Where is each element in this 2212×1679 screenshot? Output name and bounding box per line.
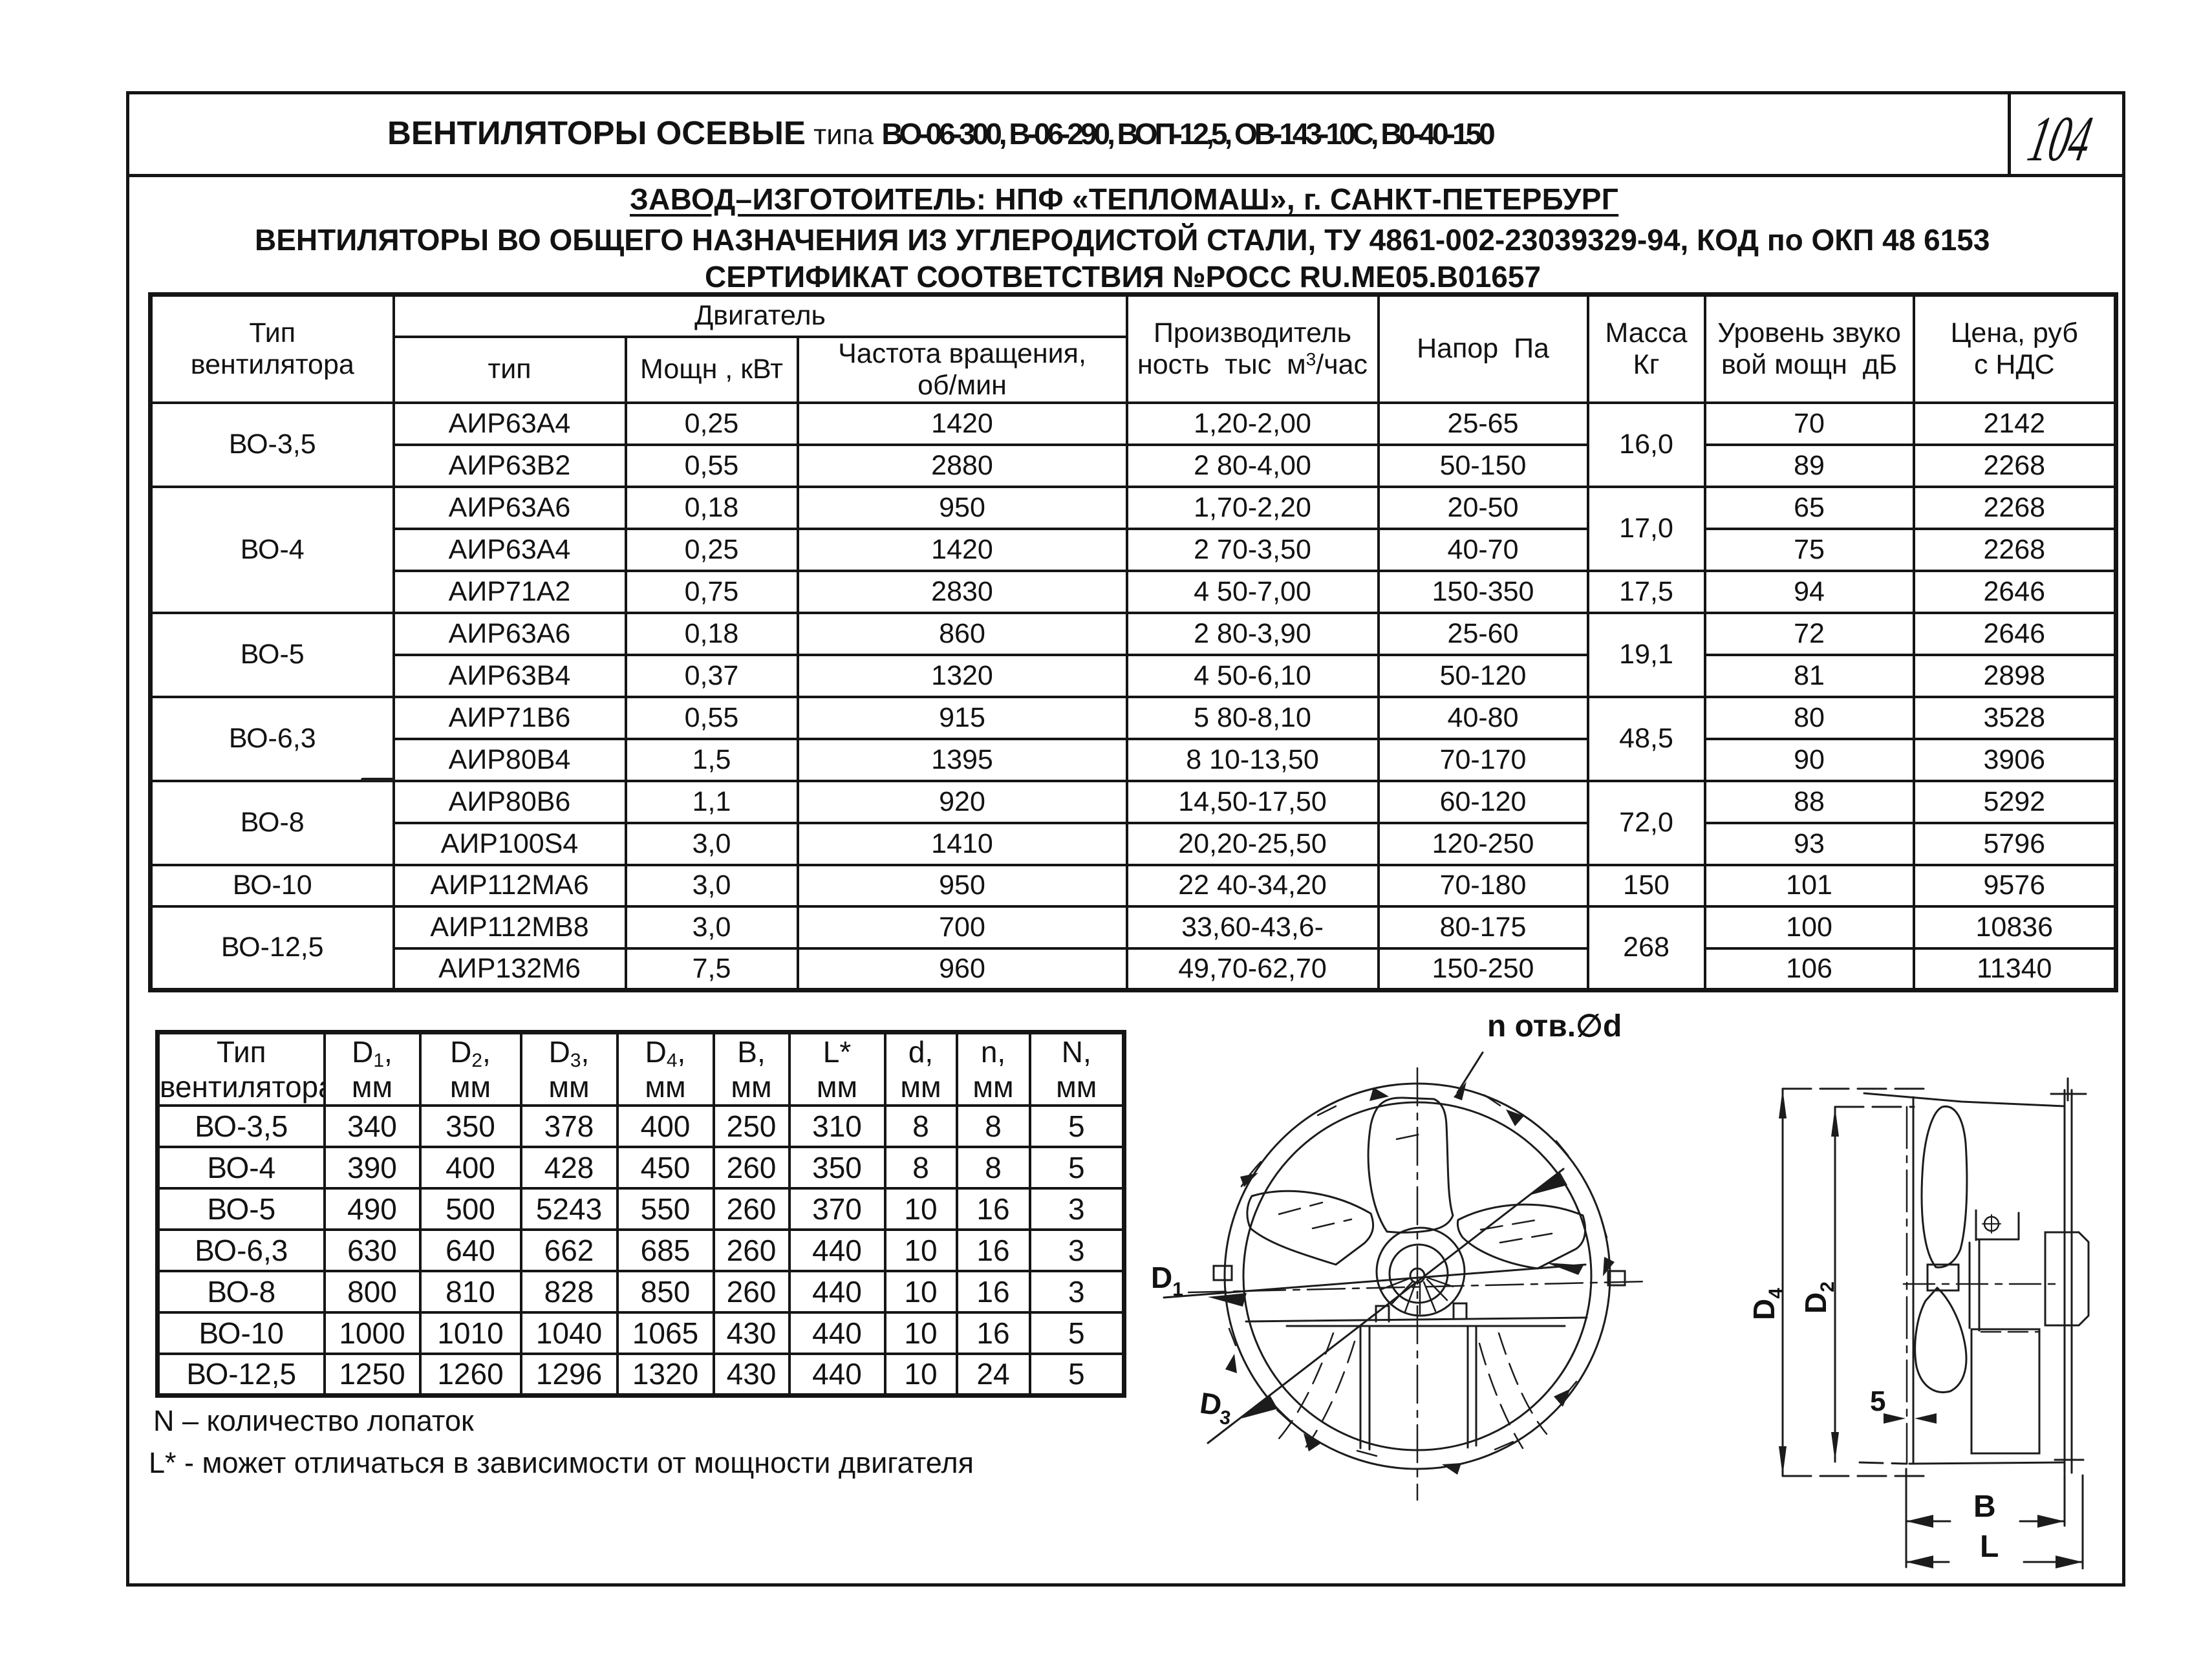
svg-text:B: B (1973, 1490, 1996, 1524)
svg-text:L: L (1980, 1530, 1999, 1564)
svg-text:D2: D2 (1799, 1281, 1838, 1314)
svg-text:D4: D4 (1747, 1288, 1787, 1320)
svg-text:n отв.∅d: n отв.∅d (1487, 1009, 1622, 1043)
svg-text:D3: D3 (1197, 1385, 1234, 1429)
svg-text:5: 5 (1870, 1385, 1885, 1417)
svg-text:D1: D1 (1151, 1261, 1183, 1300)
